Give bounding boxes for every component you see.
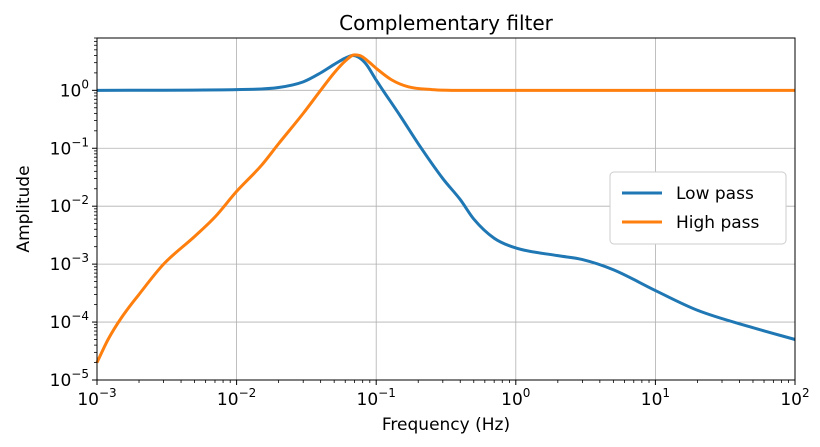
y-tick-label: 100: [60, 77, 89, 101]
x-tick-label: 10−2: [217, 386, 256, 410]
y-tick-label: 10−1: [50, 135, 89, 159]
y-tick-label: 10−4: [50, 309, 89, 333]
series-line-low-pass: [96, 53, 796, 341]
x-axis-label: Frequency (Hz): [382, 415, 510, 435]
series-line-high-pass: [95, 53, 795, 364]
x-tick-label: 102: [780, 386, 809, 410]
x-tick-label: 101: [641, 386, 670, 410]
y-tick-label: 10−3: [50, 251, 89, 275]
y-tick-label: 10−2: [50, 193, 89, 217]
series-layer: [95, 53, 796, 364]
x-tick-label: 10−1: [357, 386, 396, 410]
legend-label-low-pass: Low pass: [676, 184, 754, 204]
x-tick-label: 100: [501, 386, 530, 410]
chart-title: Complementary filter: [339, 11, 554, 35]
legend-label-high-pass: High pass: [676, 213, 760, 233]
x-tick-label: 10−3: [77, 386, 116, 410]
y-axis-ticks: 100 10−1 10−2 10−3 10−4 10−5: [50, 37, 97, 391]
x-axis-ticks: 10−3 10−2 10−1 100 101 102: [77, 380, 810, 410]
legend: Low pass High pass: [609, 171, 787, 245]
y-tick-label: 10−5: [50, 367, 89, 391]
legend-box: [609, 171, 787, 245]
y-axis-label: Amplitude: [14, 165, 34, 252]
